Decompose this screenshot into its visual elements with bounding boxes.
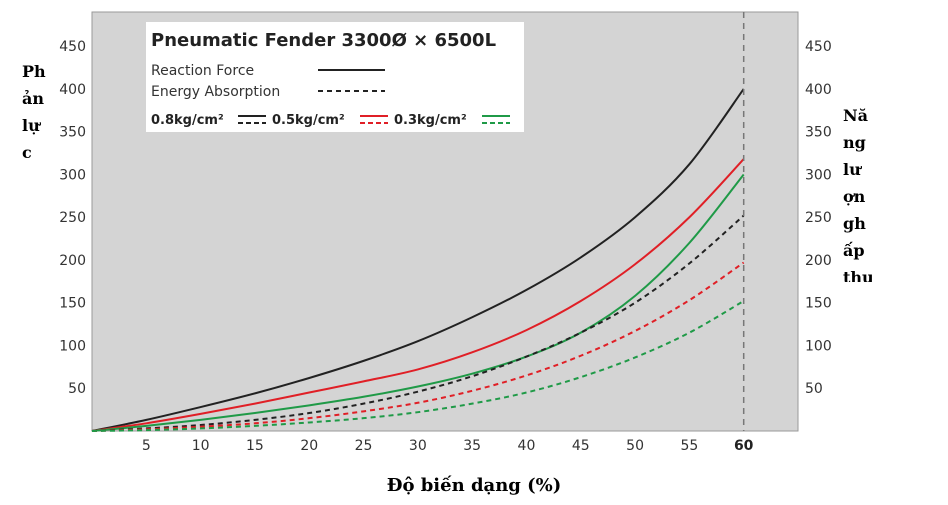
x-tick-label: 5 [142, 438, 151, 454]
legend-box [146, 22, 524, 132]
chart-title: Pneumatic Fender 3300Ø × 6500L [151, 30, 496, 51]
y-tick-label-left: 50 [68, 381, 86, 397]
y-tick-label-left: 400 [59, 82, 86, 98]
y-tick-label-left: 300 [59, 167, 86, 183]
series-line [91, 158, 745, 432]
series-line [91, 88, 745, 432]
y-axis-label-right-line: lư [843, 160, 861, 179]
y-tick-label-right: 50 [805, 381, 823, 397]
x-tick-label: 45 [572, 438, 590, 454]
x-tick-label: 25 [355, 438, 373, 454]
legend-energy-label: Energy Absorption [151, 84, 280, 100]
y-tick-label-right: 300 [805, 167, 832, 183]
y-tick-label-left: 150 [59, 296, 86, 312]
legend-reaction-label: Reaction Force [151, 63, 254, 79]
x-tick-label: 30 [409, 438, 427, 454]
series-line [91, 261, 745, 432]
y-tick-label-right: 350 [805, 125, 832, 141]
y-axis-label-right-line: thụ [843, 268, 874, 282]
y-tick-label-right: 200 [805, 253, 832, 269]
y-tick-label-left: 100 [59, 338, 86, 354]
legend-pressure-1: 0.5kg/cm² [272, 113, 345, 128]
y-tick-label-left: 350 [59, 125, 86, 141]
legend-swatch-black [238, 115, 266, 124]
y-tick-label-left: 450 [59, 39, 86, 55]
series-line [91, 300, 745, 432]
axis-ticks: 5 10 15 20 25 30 35 40 45 50 55 60 50 50 100 100 150 150 2… [59, 39, 831, 454]
y-axis-label-right-line: ấp [843, 241, 865, 260]
x-tick-label: 35 [463, 438, 481, 454]
x-tick-label: 20 [300, 438, 318, 454]
y-axis-label-right: Nă ng lư ợn gh ấp thụ [843, 102, 879, 282]
x-tick-label: 50 [626, 438, 644, 454]
legend-pressure-0: 0.8kg/cm² [151, 113, 224, 128]
x-tick-label: 40 [518, 438, 536, 454]
y-axis-label-left-line: Ph [22, 62, 46, 81]
y-axis-label-left-line: ản [22, 89, 44, 108]
x-tick-label: 60 [734, 438, 754, 454]
y-axis-label-left-line: lự [22, 116, 40, 135]
series-line [91, 214, 745, 432]
y-axis-label-right-line: gh [843, 214, 866, 233]
y-axis-label-left-line: c [22, 143, 32, 162]
y-axis-label-right-line: ng [843, 133, 866, 152]
y-tick-label-left: 250 [59, 210, 86, 226]
plot-frame [91, 11, 799, 432]
y-axis-label-left: Ph ản lự c [22, 58, 52, 166]
y-tick-label-right: 250 [805, 210, 832, 226]
x-tick-label: 55 [680, 438, 698, 454]
y-tick-label-right: 150 [805, 296, 832, 312]
x-axis-label: Độ biến dạng (%) [386, 475, 562, 496]
y-tick-label-right: 450 [805, 39, 832, 55]
series-line [91, 173, 745, 432]
legend: Pneumatic Fender 3300Ø × 6500L Reaction … [146, 22, 524, 132]
y-axis-label-right-line: ợn [843, 187, 866, 206]
y-tick-label-right: 400 [805, 82, 832, 98]
series-layer [91, 88, 745, 432]
legend-swatch-green [482, 115, 510, 124]
y-tick-label-right: 100 [805, 338, 832, 354]
y-tick-label-left: 200 [59, 253, 86, 269]
y-axis-label-right-line: Nă [843, 106, 868, 125]
legend-swatch-red [360, 115, 388, 124]
legend-pressure-2: 0.3kg/cm² [394, 113, 467, 128]
x-tick-label: 15 [246, 438, 264, 454]
x-tick-label: 10 [192, 438, 210, 454]
